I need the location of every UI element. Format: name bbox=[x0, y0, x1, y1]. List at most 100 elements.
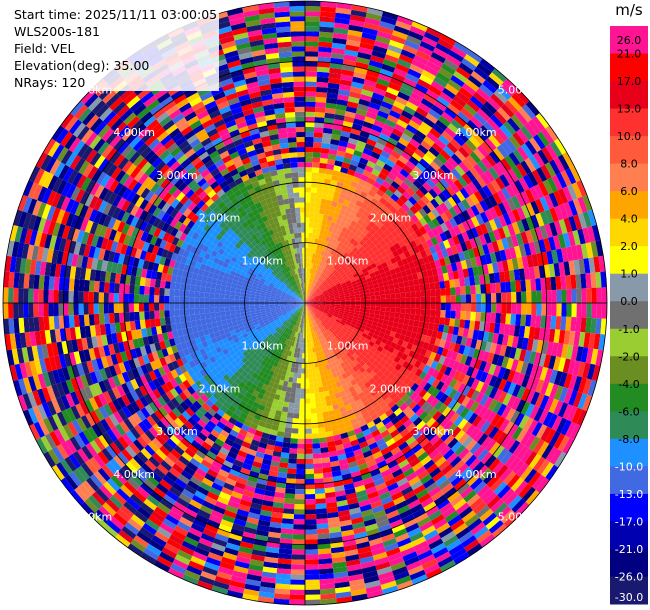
radar-bin bbox=[305, 217, 310, 223]
radar-bin bbox=[416, 271, 424, 279]
radar-bin bbox=[305, 569, 320, 575]
radar-bin bbox=[305, 86, 317, 92]
radar-bin bbox=[423, 321, 430, 330]
radar-bin bbox=[357, 207, 366, 215]
radar-bin bbox=[305, 300, 310, 303]
radar-bin bbox=[452, 204, 462, 215]
radar-bin bbox=[280, 528, 294, 535]
radar-bin bbox=[296, 378, 302, 384]
radar-bin bbox=[419, 217, 428, 227]
radar-bin bbox=[360, 202, 369, 211]
radar-bin bbox=[586, 287, 592, 303]
radar-bin bbox=[504, 138, 517, 153]
radar-bin bbox=[498, 214, 508, 228]
radar-bin bbox=[324, 225, 330, 232]
radar-bin bbox=[457, 111, 471, 124]
radar-bin bbox=[307, 294, 311, 299]
radar-bin bbox=[363, 22, 380, 31]
radar-bin bbox=[371, 216, 380, 225]
radar-bin bbox=[315, 281, 319, 287]
radar-bin bbox=[371, 92, 385, 101]
radar-bin bbox=[380, 298, 386, 303]
radar-bin bbox=[442, 325, 450, 334]
radar-bin bbox=[400, 303, 406, 309]
radar-bin bbox=[338, 84, 352, 92]
radar-bin bbox=[321, 261, 326, 268]
radar-bin bbox=[310, 278, 313, 284]
radar-bin bbox=[390, 307, 396, 313]
radar-bin bbox=[448, 217, 458, 228]
radar-bin bbox=[305, 504, 316, 510]
radar-bin bbox=[355, 61, 369, 70]
radar-bin bbox=[441, 188, 452, 200]
radar-bin bbox=[333, 22, 350, 30]
radar-bin bbox=[424, 262, 432, 271]
radar-bin bbox=[356, 140, 367, 148]
radar-bin bbox=[408, 119, 421, 130]
radar-bin bbox=[305, 227, 309, 233]
radar-bin bbox=[443, 175, 454, 186]
radar-bin bbox=[349, 267, 356, 273]
radar-bin bbox=[447, 103, 461, 116]
radar-bin bbox=[311, 268, 315, 274]
radar-bin bbox=[290, 579, 305, 585]
radar-bin bbox=[324, 269, 329, 275]
radar-bin bbox=[346, 262, 352, 269]
radar-bin bbox=[545, 277, 552, 291]
radar-bin bbox=[491, 68, 508, 83]
radar-bin bbox=[568, 330, 576, 346]
radar-bin bbox=[511, 258, 519, 270]
radar-bin bbox=[580, 243, 589, 259]
radar-bin bbox=[319, 260, 324, 267]
radar-bin bbox=[383, 221, 392, 229]
radar-bin bbox=[384, 141, 396, 151]
radar-bin bbox=[320, 279, 326, 285]
radar-bin bbox=[386, 275, 393, 281]
radar-bin bbox=[528, 326, 536, 340]
radar-bin bbox=[516, 291, 522, 303]
radar-bin bbox=[357, 103, 369, 112]
radar-bin bbox=[536, 290, 542, 303]
radar-bin bbox=[322, 132, 332, 139]
radar-bin bbox=[315, 270, 320, 276]
radar-bins bbox=[3, 1, 607, 605]
radar-bin bbox=[297, 448, 305, 454]
radar-bin bbox=[327, 215, 333, 222]
radar-bin bbox=[405, 297, 411, 303]
radar-bin bbox=[457, 223, 466, 234]
radar-bin bbox=[375, 159, 386, 168]
radar-bin bbox=[541, 303, 547, 316]
radar-bin bbox=[415, 265, 422, 274]
radar-bin bbox=[294, 494, 305, 500]
radar-bin bbox=[511, 93, 526, 108]
radar-bin bbox=[499, 174, 510, 188]
radar-bin bbox=[376, 278, 383, 284]
radar-bin bbox=[426, 269, 434, 277]
radar-bin bbox=[323, 292, 329, 296]
radar-bin bbox=[322, 127, 333, 134]
radar-bin bbox=[446, 142, 459, 154]
radar-bin bbox=[321, 280, 327, 286]
radar-bin bbox=[552, 235, 562, 250]
radar-bin bbox=[308, 295, 312, 300]
radar-bin bbox=[306, 272, 309, 278]
radar-bin bbox=[323, 209, 330, 216]
radar-bin bbox=[530, 314, 537, 328]
radar-bin bbox=[359, 157, 369, 166]
radar-bin bbox=[486, 182, 497, 195]
radar-bin bbox=[309, 297, 314, 301]
radar-bin bbox=[358, 246, 365, 253]
radar-bin bbox=[326, 194, 334, 201]
radar-bin bbox=[324, 112, 335, 120]
radar-bin bbox=[290, 387, 297, 394]
radar-bin bbox=[347, 137, 358, 146]
radar-bin bbox=[442, 272, 450, 281]
radar-bin bbox=[439, 232, 448, 242]
radar-bin bbox=[395, 96, 408, 106]
radar-bin bbox=[457, 327, 465, 337]
radar-bin bbox=[309, 207, 315, 213]
radar-bin bbox=[460, 294, 467, 303]
radar-bin bbox=[319, 229, 325, 235]
radar-bin bbox=[540, 315, 547, 329]
radar-bin bbox=[309, 297, 314, 301]
